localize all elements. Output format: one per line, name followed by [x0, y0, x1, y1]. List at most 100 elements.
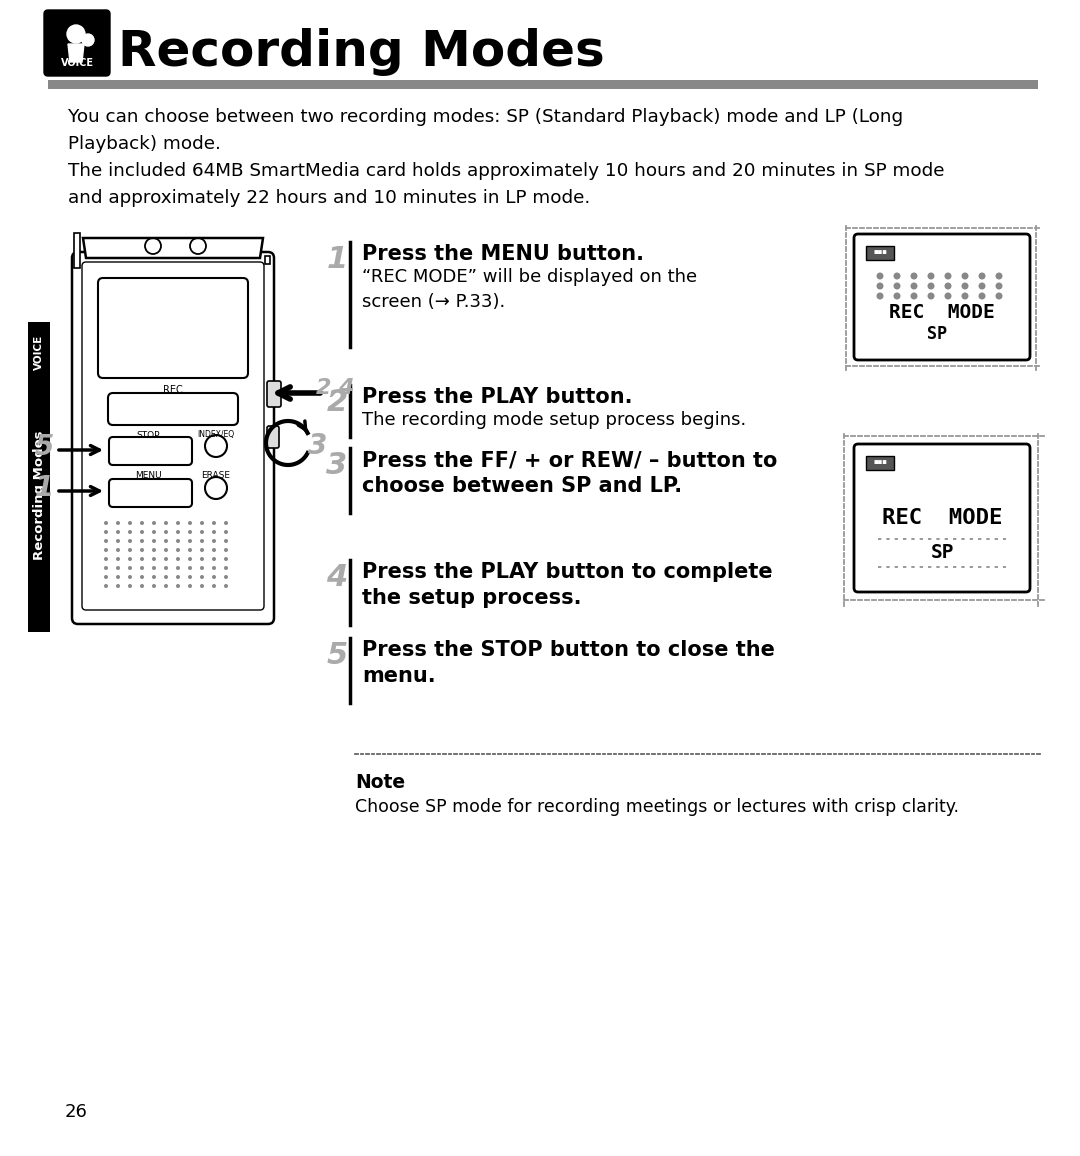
Circle shape: [877, 282, 883, 289]
FancyBboxPatch shape: [267, 381, 281, 407]
Circle shape: [176, 521, 180, 525]
FancyBboxPatch shape: [854, 234, 1030, 360]
Circle shape: [164, 529, 168, 534]
Circle shape: [140, 557, 144, 561]
Circle shape: [945, 292, 951, 299]
Circle shape: [176, 557, 180, 561]
Circle shape: [224, 539, 228, 543]
Circle shape: [152, 529, 156, 534]
Circle shape: [152, 557, 156, 561]
Text: 2: 2: [326, 388, 348, 417]
Circle shape: [176, 584, 180, 588]
Circle shape: [224, 521, 228, 525]
Circle shape: [200, 557, 204, 561]
Circle shape: [188, 529, 192, 534]
Text: 1: 1: [35, 474, 54, 502]
Text: ◼◼◼: ◼◼◼: [873, 251, 887, 255]
FancyBboxPatch shape: [854, 444, 1030, 592]
Text: Choose SP mode for recording meetings or lectures with crisp clarity.: Choose SP mode for recording meetings or…: [355, 798, 959, 816]
Bar: [28, 323, 50, 632]
Circle shape: [996, 282, 1002, 289]
Circle shape: [164, 539, 168, 543]
Circle shape: [164, 584, 168, 588]
Circle shape: [116, 521, 120, 525]
Bar: [265, 255, 270, 264]
Circle shape: [67, 25, 85, 43]
Circle shape: [164, 557, 168, 561]
Circle shape: [176, 529, 180, 534]
Circle shape: [129, 557, 132, 561]
Text: VOICE: VOICE: [60, 58, 94, 68]
Text: SP: SP: [927, 325, 947, 343]
Circle shape: [978, 292, 986, 299]
Circle shape: [188, 521, 192, 525]
Circle shape: [104, 566, 108, 570]
Circle shape: [188, 575, 192, 579]
Circle shape: [129, 584, 132, 588]
Circle shape: [129, 539, 132, 543]
Text: Recording Modes: Recording Modes: [118, 28, 605, 76]
Circle shape: [200, 529, 204, 534]
FancyBboxPatch shape: [109, 437, 192, 465]
Text: ERASE: ERASE: [202, 472, 230, 481]
Text: INDEX/EQ: INDEX/EQ: [198, 430, 234, 438]
Circle shape: [188, 566, 192, 570]
Bar: [866, 246, 894, 260]
Text: REC  MODE: REC MODE: [881, 507, 1002, 528]
Circle shape: [877, 273, 883, 280]
Bar: [48, 80, 1038, 89]
Text: STOP: STOP: [136, 431, 160, 440]
Circle shape: [928, 292, 934, 299]
Circle shape: [200, 521, 204, 525]
Circle shape: [212, 521, 216, 525]
Text: 1: 1: [326, 245, 348, 274]
Circle shape: [893, 282, 901, 289]
Circle shape: [140, 529, 144, 534]
Circle shape: [116, 575, 120, 579]
Circle shape: [961, 273, 969, 280]
Circle shape: [152, 539, 156, 543]
Circle shape: [152, 521, 156, 525]
Circle shape: [104, 548, 108, 553]
Circle shape: [164, 548, 168, 553]
Text: You can choose between two recording modes: SP (Standard Playback) mode and LP (: You can choose between two recording mod…: [68, 108, 903, 153]
Circle shape: [877, 292, 883, 299]
Circle shape: [129, 548, 132, 553]
Text: SP: SP: [930, 543, 954, 563]
Circle shape: [140, 539, 144, 543]
Text: The recording mode setup process begins.: The recording mode setup process begins.: [362, 412, 746, 429]
Circle shape: [116, 557, 120, 561]
Circle shape: [212, 584, 216, 588]
Circle shape: [188, 584, 192, 588]
Circle shape: [164, 566, 168, 570]
Text: 4: 4: [326, 563, 348, 592]
Text: The included 64MB SmartMedia card holds approximately 10 hours and 20 minutes in: The included 64MB SmartMedia card holds …: [68, 162, 945, 207]
Circle shape: [116, 548, 120, 553]
Circle shape: [224, 584, 228, 588]
Text: REC: REC: [163, 385, 183, 395]
Circle shape: [200, 575, 204, 579]
Circle shape: [224, 548, 228, 553]
Text: Press the PLAY button to complete
the setup process.: Press the PLAY button to complete the se…: [362, 562, 772, 608]
Circle shape: [200, 548, 204, 553]
Circle shape: [961, 292, 969, 299]
Circle shape: [116, 539, 120, 543]
Circle shape: [152, 584, 156, 588]
Circle shape: [188, 548, 192, 553]
Text: 3: 3: [309, 432, 327, 460]
Circle shape: [104, 557, 108, 561]
Circle shape: [129, 529, 132, 534]
Circle shape: [910, 282, 918, 289]
FancyBboxPatch shape: [44, 10, 110, 76]
Text: 5: 5: [326, 640, 348, 670]
Circle shape: [104, 575, 108, 579]
Circle shape: [212, 548, 216, 553]
FancyBboxPatch shape: [72, 252, 274, 624]
Circle shape: [945, 273, 951, 280]
FancyBboxPatch shape: [98, 277, 248, 378]
Circle shape: [978, 282, 986, 289]
Circle shape: [140, 566, 144, 570]
Circle shape: [164, 521, 168, 525]
Circle shape: [224, 529, 228, 534]
Circle shape: [212, 566, 216, 570]
